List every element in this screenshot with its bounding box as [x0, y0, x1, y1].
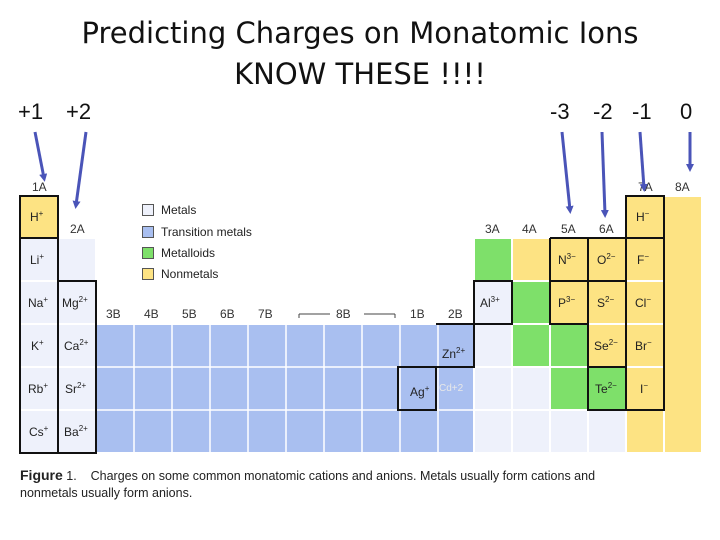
- legend-swatch-metalloids: [142, 247, 154, 259]
- transition-block: [96, 324, 474, 453]
- ion-f: F−: [637, 252, 650, 268]
- cell-c: [512, 238, 550, 281]
- legend-swatch-metals: [142, 204, 154, 216]
- figure-caption-line-2: nonmetals usually form anions.: [20, 486, 193, 500]
- group-4a: 4A: [522, 222, 537, 236]
- cell-at: [626, 410, 664, 453]
- ion-cd: Cd+2: [439, 383, 464, 394]
- charge-label-zero: 0: [680, 99, 693, 124]
- charge-label-minus3: -3: [550, 99, 570, 124]
- cell-se: [588, 324, 626, 367]
- group-5b: 5B: [182, 307, 197, 321]
- legend-swatch-nonmetals: [142, 268, 154, 280]
- cell-tl: [474, 410, 512, 453]
- title-line-2: KNOW THESE !!!!: [234, 57, 486, 91]
- cell-bi: [550, 410, 588, 453]
- ion-zn: Zn2+: [442, 346, 466, 362]
- ion-n: N3−: [558, 252, 576, 268]
- group-2a: 2A: [70, 222, 85, 236]
- ion-k: K+: [31, 338, 44, 354]
- ion-ba: Ba2+: [64, 424, 88, 440]
- group-3a: 3A: [485, 222, 500, 236]
- legend-label-transition: Transition metals: [161, 225, 252, 239]
- ion-p: P3−: [558, 295, 576, 311]
- ion-ag: Ag+: [410, 384, 430, 400]
- arrow-minus3-icon: [560, 131, 574, 214]
- group-8b-bracket: [298, 313, 396, 318]
- ion-h: H+: [30, 209, 44, 225]
- charge-label-plus2: +2: [66, 99, 92, 124]
- ion-cs: Cs+: [29, 424, 49, 440]
- ion-na: Na+: [28, 295, 49, 311]
- group-8a: 8A: [675, 180, 690, 194]
- arrow-plus1-icon: [33, 131, 48, 182]
- charge-label-plus1: +1: [18, 99, 44, 124]
- figure-caption-line-1: Figure 1. Charges on some common monatom…: [20, 467, 596, 483]
- group-3b: 3B: [106, 307, 121, 321]
- ion-br: Br−: [635, 338, 652, 354]
- legend-label-metals: Metals: [161, 203, 197, 217]
- ion-al: Al3+: [480, 295, 500, 311]
- title-line-1: Predicting Charges on Monatomic Ions: [81, 16, 639, 50]
- group-5a: 5A: [561, 222, 576, 236]
- arrow-plus2-icon: [72, 131, 88, 209]
- cell-sb: [550, 367, 588, 410]
- charge-label-minus2: -2: [593, 99, 613, 124]
- legend-label-nonmetals: Nonmetals: [161, 267, 219, 281]
- ion-h-minus: H−: [636, 209, 650, 225]
- cell-noble-gases: [664, 196, 702, 453]
- group-7b: 7B: [258, 307, 273, 321]
- cell-in: [474, 367, 512, 410]
- ion-o: O2−: [597, 252, 616, 268]
- cell-na: [20, 281, 58, 324]
- group-1b: 1B: [410, 307, 425, 321]
- cell-ge: [512, 324, 550, 367]
- cell-be: [58, 238, 96, 281]
- charge-label-minus1: -1: [632, 99, 652, 124]
- cell-k: [20, 324, 58, 367]
- ion-mg: Mg2+: [62, 295, 88, 311]
- arrow-minus2-icon: [600, 131, 609, 218]
- ion-te: Te2−: [595, 381, 617, 397]
- ion-cl: Cl−: [635, 295, 652, 311]
- cell-cl: [626, 281, 664, 324]
- arrow-minus1-icon: [638, 131, 648, 192]
- cell-b: [474, 238, 512, 281]
- group-8b: 8B: [336, 307, 351, 321]
- legend-label-metalloids: Metalloids: [161, 246, 216, 260]
- group-6b: 6B: [220, 307, 235, 321]
- ion-sr: Sr2+: [65, 381, 87, 397]
- cell-po: [588, 410, 626, 453]
- group-1a: 1A: [32, 180, 47, 194]
- ion-s: S2−: [597, 295, 615, 311]
- ion-rb: Rb+: [28, 381, 49, 397]
- legend-swatch-transition: [142, 226, 154, 238]
- ion-ca: Ca2+: [64, 338, 89, 354]
- cell-rb: [20, 367, 58, 410]
- ion-li: Li+: [30, 252, 45, 268]
- cell-h-7a: [626, 196, 664, 238]
- transition-grid: [96, 324, 474, 453]
- ion-i: I−: [640, 381, 649, 397]
- group-4b: 4B: [144, 307, 159, 321]
- cell-sn: [512, 367, 550, 410]
- ion-se: Se2−: [594, 338, 618, 354]
- cell-pb: [512, 410, 550, 453]
- group-2b: 2B: [448, 307, 463, 321]
- group-6a: 6A: [599, 222, 614, 236]
